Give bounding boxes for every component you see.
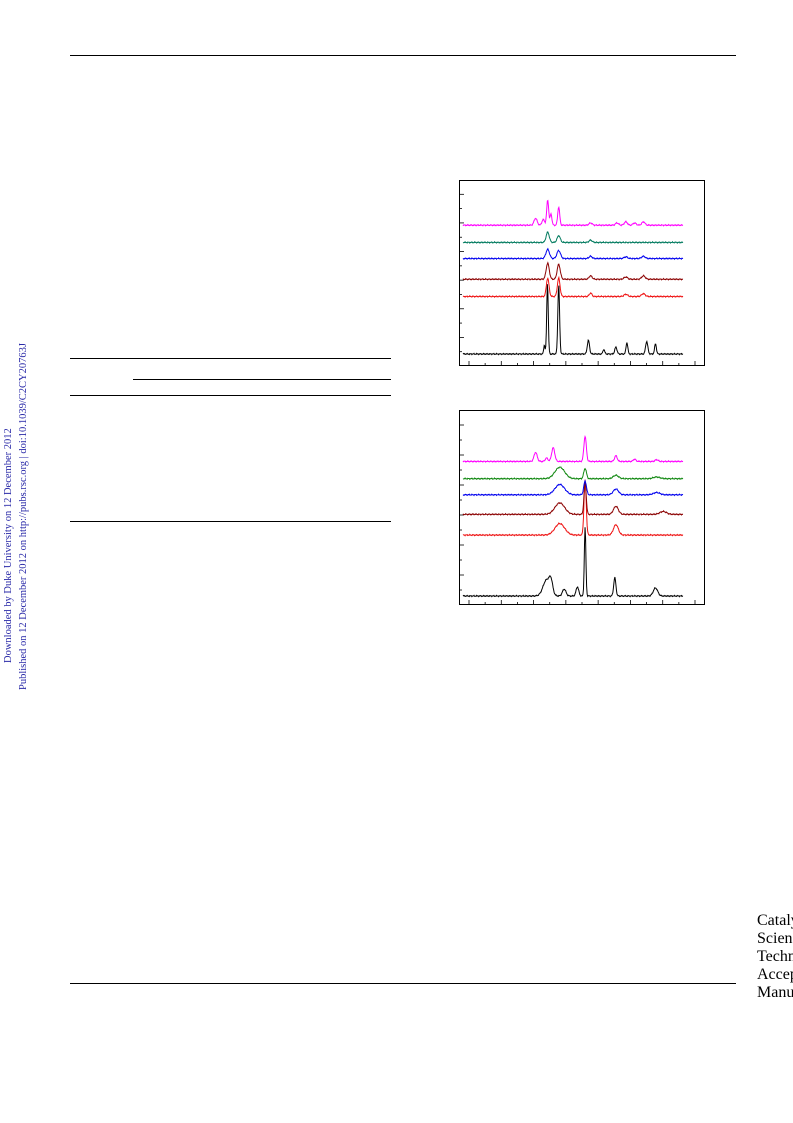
table-top-rule — [70, 358, 391, 359]
series-line-3 — [462, 479, 684, 497]
series-line-1 — [462, 275, 684, 299]
plot-frame — [459, 180, 705, 366]
figure-bottom-chart — [459, 410, 705, 605]
series-line-0 — [462, 284, 684, 356]
table-subheader-rule — [133, 379, 391, 380]
series-line-3 — [462, 247, 684, 261]
accepted-manuscript-watermark: Catalysis Science & Technology Accepted … — [757, 912, 793, 1001]
series-line-2 — [462, 481, 684, 516]
footer-rule — [70, 983, 736, 984]
plot-frame — [459, 410, 705, 605]
series-line-1 — [462, 479, 684, 537]
series-line-5 — [462, 199, 684, 227]
series-line-2 — [462, 261, 684, 281]
series-line-5 — [462, 435, 684, 464]
download-notice: Downloaded by Duke University on 12 Dece… — [3, 428, 14, 663]
table-header-rule — [70, 395, 391, 396]
figure-top-chart — [459, 180, 705, 366]
series-line-0 — [462, 527, 684, 598]
top-chart-svg — [459, 180, 705, 366]
header-rule — [70, 55, 736, 56]
publication-notice: Published on 12 December 2012 on http://… — [18, 343, 29, 690]
bottom-chart-svg — [459, 410, 705, 605]
series-line-4 — [462, 466, 684, 481]
table-bottom-rule — [70, 521, 391, 522]
series-line-4 — [462, 231, 684, 245]
download-sidebar: Downloaded by Duke University on 12 Dece… — [0, 0, 40, 1123]
